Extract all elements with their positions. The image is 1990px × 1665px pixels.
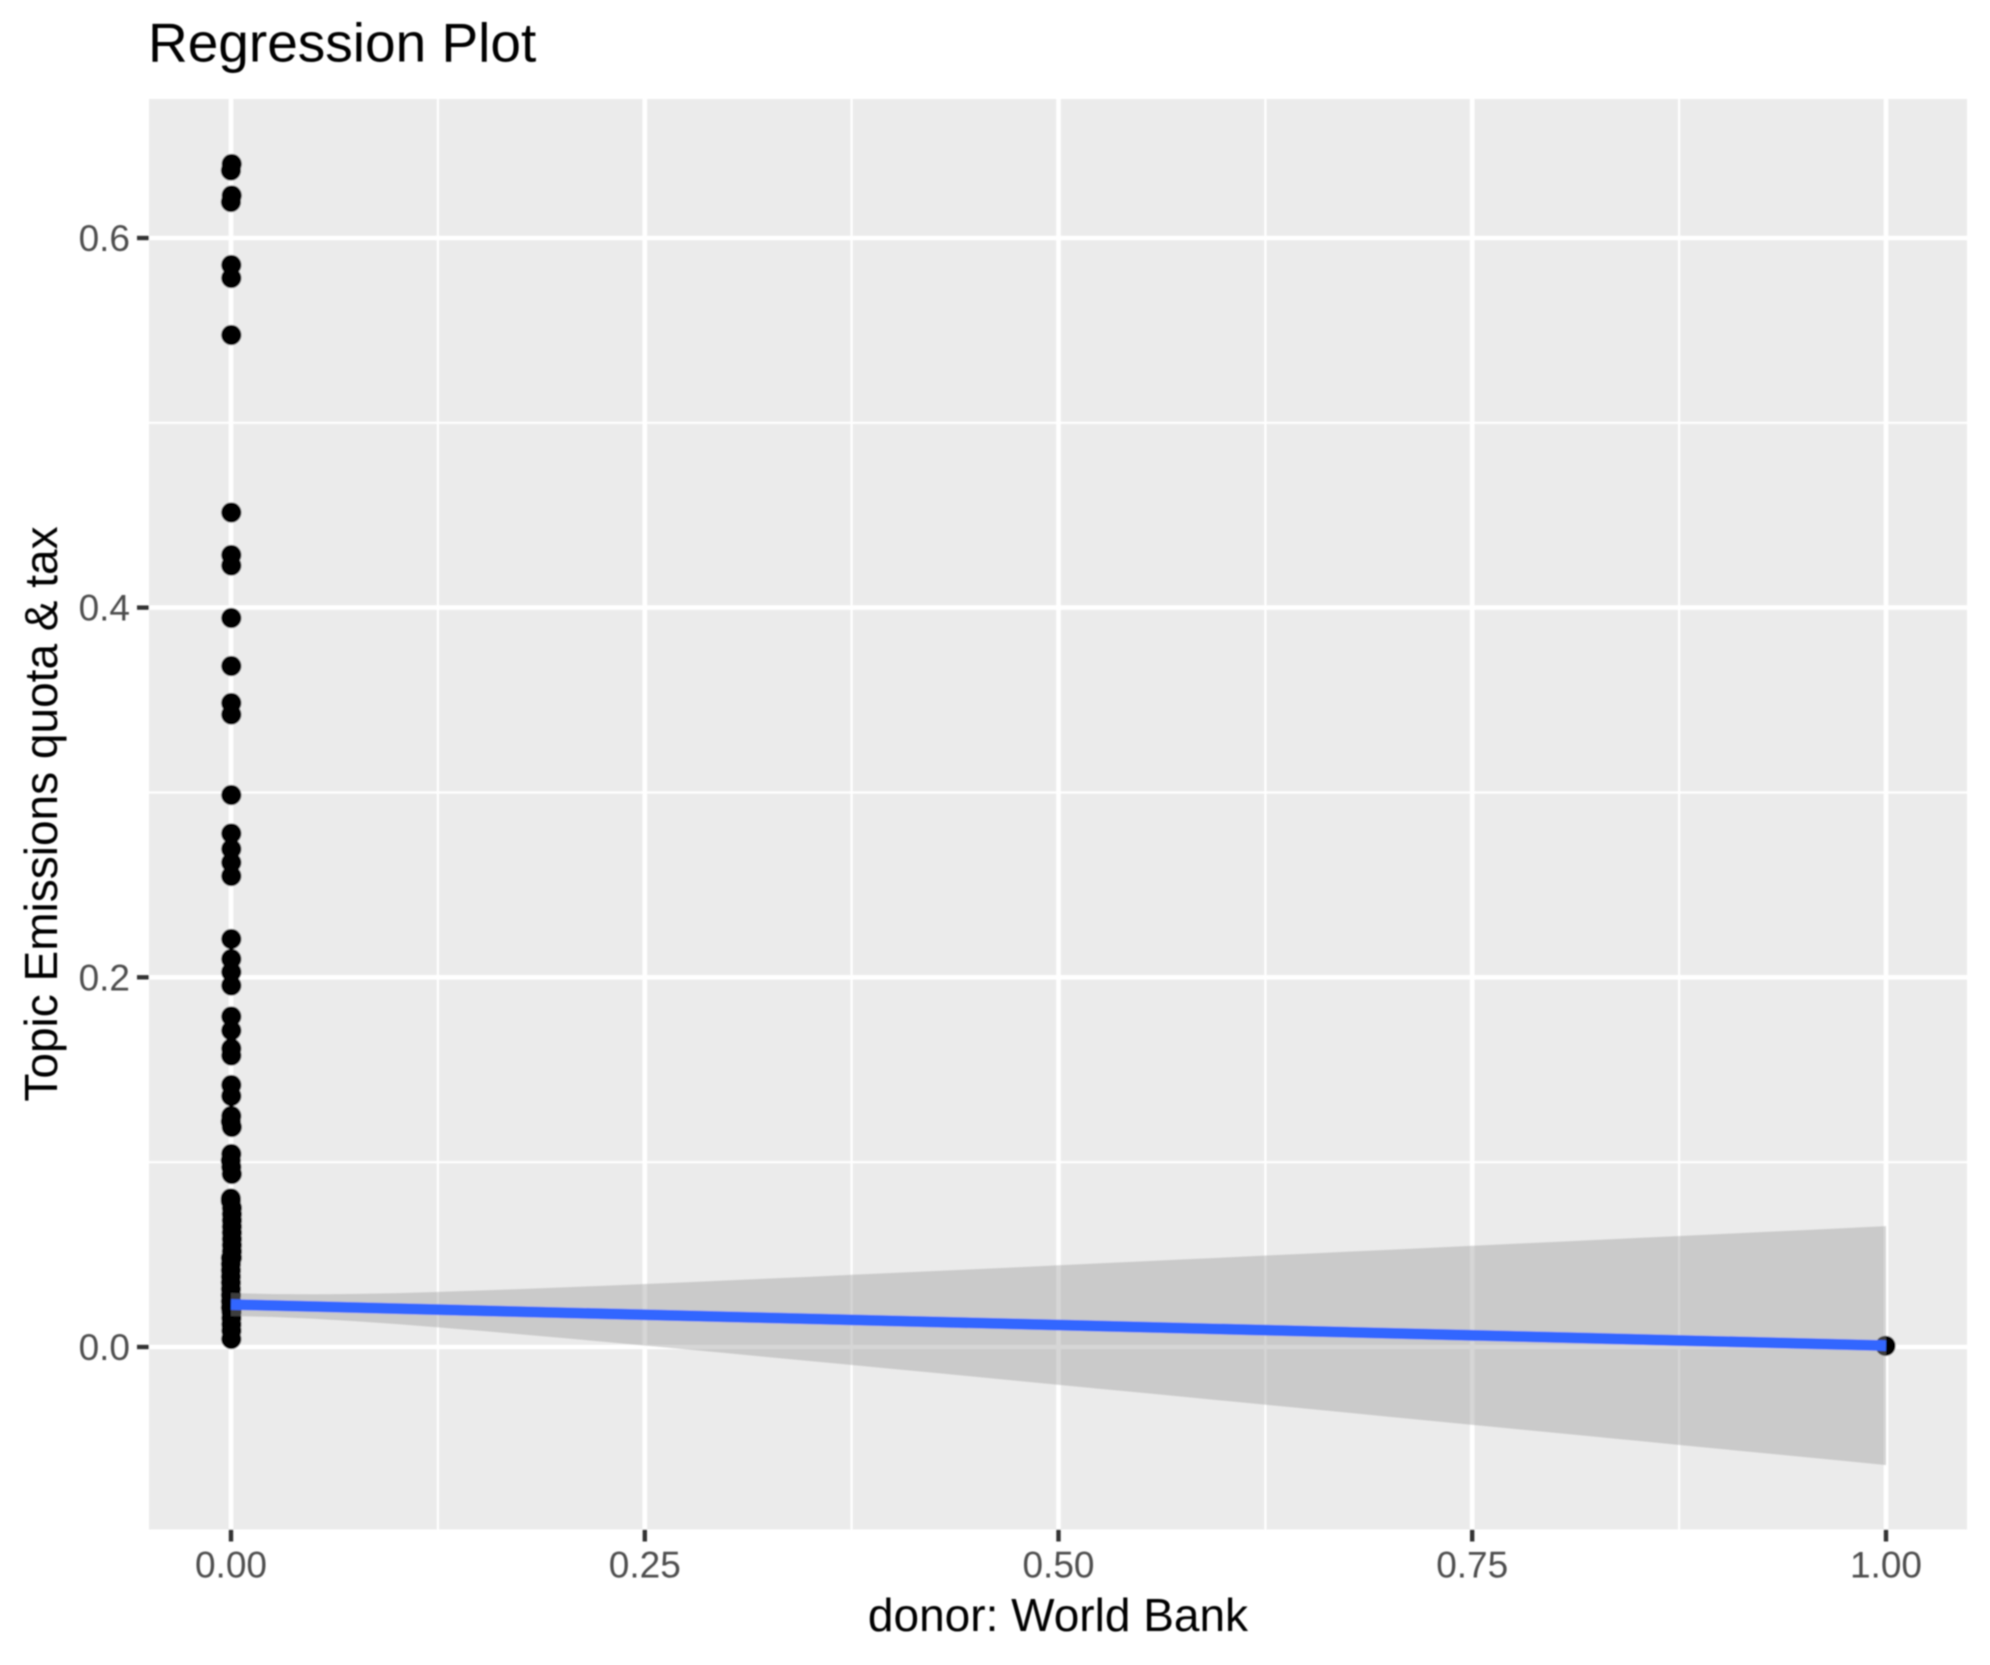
svg-text:Regression Plot: Regression Plot — [148, 12, 536, 74]
svg-text:0.4: 0.4 — [79, 588, 130, 629]
svg-text:0.2: 0.2 — [79, 957, 130, 998]
svg-text:0.75: 0.75 — [1436, 1544, 1508, 1585]
svg-text:0.50: 0.50 — [1022, 1544, 1094, 1585]
svg-text:0.25: 0.25 — [609, 1544, 681, 1585]
svg-text:donor: World Bank: donor: World Bank — [868, 1589, 1249, 1641]
svg-text:0.6: 0.6 — [79, 218, 130, 259]
svg-text:Topic Emissions quota & tax: Topic Emissions quota & tax — [15, 526, 67, 1101]
svg-text:0.00: 0.00 — [195, 1544, 267, 1585]
svg-text:0.0: 0.0 — [79, 1327, 130, 1368]
svg-text:1.00: 1.00 — [1850, 1544, 1922, 1585]
